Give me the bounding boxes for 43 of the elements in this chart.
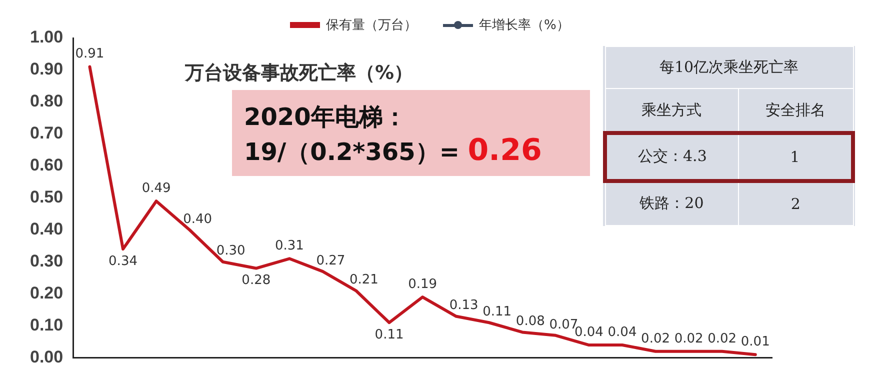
data-label: 0.27: [316, 253, 346, 268]
data-label: 0.21: [350, 272, 378, 288]
annotation: 铁路：20: [605, 180, 738, 226]
data-label: 0.11: [374, 327, 404, 342]
data-label: 0.13: [449, 298, 478, 314]
data-label: 0.34: [108, 254, 138, 269]
y-tick-label: 0.60: [30, 156, 64, 175]
annotation: 安全排名: [738, 88, 853, 134]
data-label: 0.04: [608, 324, 637, 340]
y-tick-label: 0.90: [30, 60, 64, 79]
data-label: 0.19: [408, 276, 438, 292]
annotation: 公交：4.3: [605, 133, 738, 181]
data-label: 0.02: [708, 331, 737, 346]
annotation: 0.26: [468, 133, 542, 168]
y-tick-label: 1.00: [30, 28, 64, 47]
y-tick-label: 0.10: [30, 316, 64, 335]
data-label: 0.49: [142, 180, 171, 196]
y-tick-label: 0.80: [30, 92, 64, 111]
y-tick-label: 0.30: [30, 252, 64, 271]
y-tick-label: 0.20: [30, 284, 64, 303]
annotation: 乘坐方式: [605, 88, 738, 134]
data-label: 0.31: [274, 238, 304, 254]
data-label: 0.08: [516, 314, 545, 330]
y-tick-label: 0.50: [30, 188, 64, 207]
y-tick-label: 0.70: [30, 124, 64, 143]
text: 2: [738, 180, 853, 226]
data-label: 0.11: [482, 304, 512, 320]
legend-label: 保有量（万台）: [326, 17, 417, 34]
annotation: 2020年电梯：: [244, 102, 408, 133]
legend-label: 年增长率（%）: [479, 17, 570, 34]
text: 1: [738, 133, 853, 181]
y-tick-label: 0.00: [30, 347, 64, 366]
y-tick-label: 0.40: [30, 220, 64, 239]
data-label: 0.02: [674, 331, 704, 346]
annotation: 每10亿次乘坐死亡率: [605, 46, 853, 88]
data-label: 0.02: [641, 331, 670, 346]
data-label: 0.40: [183, 212, 212, 227]
data-label: 0.91: [75, 46, 104, 62]
data-label: 0.28: [242, 273, 271, 288]
data-label: 0.01: [740, 334, 770, 350]
data-label: 0.30: [216, 244, 246, 259]
annotation: 万台设备事故死亡率（%）: [185, 61, 414, 86]
annotation: 19/（0.2*365）=: [244, 138, 460, 166]
